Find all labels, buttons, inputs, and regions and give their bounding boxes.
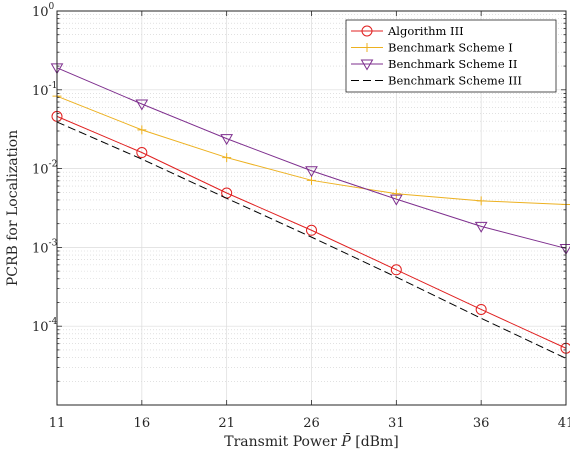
legend-label: Benchmark Scheme III (388, 74, 522, 88)
y-tick-label: 100 (32, 2, 55, 20)
legend-label: Algorithm III (387, 24, 464, 38)
y-tick-label: 10-3 (32, 238, 58, 256)
legend: Algorithm III Benchmark Scheme I Benchmark… (345, 19, 557, 93)
circle-marker (475, 303, 487, 315)
x-tick-label: 21 (218, 416, 235, 431)
series-line (56, 67, 567, 249)
series-line (56, 115, 567, 349)
plus-marker (391, 189, 401, 199)
series (51, 110, 570, 354)
x-axis-label: Transmit Power P̄ [dBm] (224, 432, 398, 450)
x-tick-labels: 11 16 21 26 31 36 41 (49, 416, 570, 431)
legend-label: Benchmark Scheme II (388, 57, 517, 71)
y-tick-label: 10-2 (32, 160, 57, 178)
triangle-marker (474, 221, 488, 233)
triangle-marker (220, 134, 234, 146)
triangle-marker (360, 59, 374, 71)
plus-marker (307, 175, 316, 185)
plus-marker (137, 125, 147, 135)
circle-marker (136, 147, 148, 159)
y-tick-labels: 100 10-1 10-2 10-3 10-4 (32, 2, 58, 335)
legend-label: Benchmark Scheme I (388, 41, 513, 55)
x-tick-label: 11 (49, 416, 66, 431)
circle-marker (390, 264, 402, 276)
series-layer (50, 63, 570, 359)
y-tick-label: 10-4 (32, 317, 58, 335)
x-tick-label: 41 (558, 416, 570, 431)
circle-marker (306, 224, 317, 236)
triangle-marker (389, 194, 403, 206)
plus-marker (222, 153, 232, 163)
series-line (56, 121, 567, 359)
series (50, 63, 570, 255)
axis-ticks (56, 11, 567, 406)
plus-marker (476, 196, 486, 206)
series (56, 121, 567, 359)
x-tick-label: 31 (388, 416, 405, 431)
x-tick-label: 16 (134, 416, 151, 431)
plus-marker (362, 43, 372, 52)
triangle-marker (305, 166, 318, 178)
circle-marker (361, 25, 373, 37)
x-tick-label: 36 (473, 416, 490, 431)
y-tick-label: 10-1 (32, 81, 57, 99)
y-axis-label: PCRB for Localization (5, 130, 21, 286)
triangle-marker (135, 99, 149, 111)
x-tick-label: 26 (303, 416, 320, 431)
